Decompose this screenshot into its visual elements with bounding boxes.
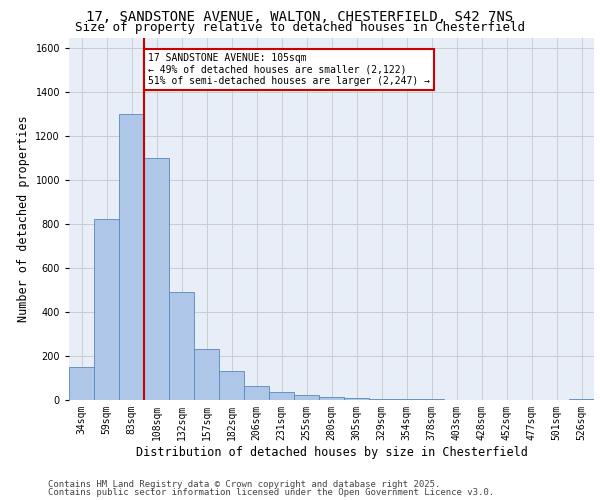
Bar <box>269 392 294 400</box>
Text: Contains public sector information licensed under the Open Government Licence v3: Contains public sector information licen… <box>48 488 494 497</box>
Bar <box>394 399 419 400</box>
Bar <box>319 396 344 400</box>
Text: Size of property relative to detached houses in Chesterfield: Size of property relative to detached ho… <box>75 21 525 34</box>
Bar <box>169 292 194 400</box>
Bar <box>569 399 594 400</box>
Bar <box>194 350 219 400</box>
Bar <box>144 158 169 400</box>
Bar <box>94 219 119 400</box>
Bar <box>119 114 144 400</box>
Bar <box>344 398 369 400</box>
Text: Contains HM Land Registry data © Crown copyright and database right 2025.: Contains HM Land Registry data © Crown c… <box>48 480 440 489</box>
Text: 17, SANDSTONE AVENUE, WALTON, CHESTERFIELD, S42 7NS: 17, SANDSTONE AVENUE, WALTON, CHESTERFIE… <box>86 10 514 24</box>
Bar <box>219 372 244 400</box>
Bar <box>244 386 269 400</box>
Text: 17 SANDSTONE AVENUE: 105sqm
← 49% of detached houses are smaller (2,122)
51% of : 17 SANDSTONE AVENUE: 105sqm ← 49% of det… <box>148 53 430 86</box>
Y-axis label: Number of detached properties: Number of detached properties <box>17 116 30 322</box>
Bar <box>294 394 319 400</box>
X-axis label: Distribution of detached houses by size in Chesterfield: Distribution of detached houses by size … <box>136 446 527 458</box>
Bar <box>69 367 94 400</box>
Bar <box>369 399 394 400</box>
